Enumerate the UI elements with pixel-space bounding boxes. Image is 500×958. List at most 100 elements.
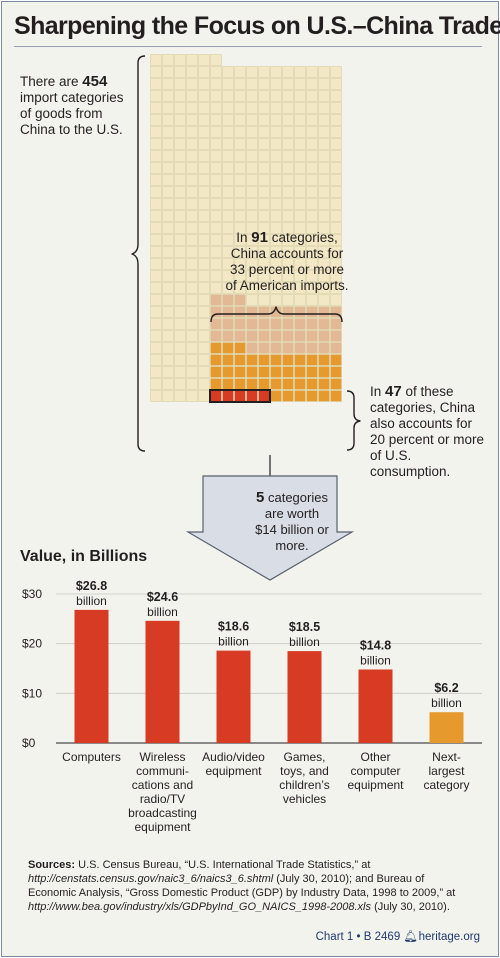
- grid-cell-20pct: [294, 366, 306, 378]
- grid-cell-20pct: [318, 390, 330, 402]
- grid-cell: [294, 198, 306, 210]
- grid-cell: [198, 342, 210, 354]
- site-name: heritage.org: [418, 931, 480, 943]
- grid-cell: [282, 186, 294, 198]
- grid-cell-20pct: [306, 390, 318, 402]
- grid-cell: [222, 90, 234, 102]
- grid-cell: [210, 246, 222, 258]
- grid-cell: [198, 210, 210, 222]
- grid-cell: [174, 246, 186, 258]
- grid-cell: [174, 198, 186, 210]
- grid-cell: [294, 222, 306, 234]
- grid-cell: [294, 246, 306, 258]
- grid-cell: [330, 210, 342, 222]
- grid-cell: [270, 66, 282, 78]
- grid-cell: [210, 102, 222, 114]
- grid-cell: [222, 198, 234, 210]
- grid-cell: [258, 198, 270, 210]
- grid-cell-33pct: [318, 306, 330, 318]
- grid-cell: [186, 342, 198, 354]
- grid-cell: [150, 198, 162, 210]
- grid-cell: [258, 78, 270, 90]
- grid-cell: [258, 270, 270, 282]
- grid-cell-20pct: [306, 354, 318, 366]
- grid-cell-20pct: [258, 366, 270, 378]
- grid-cell: [258, 246, 270, 258]
- grid-cell: [282, 162, 294, 174]
- grid-cell: [234, 90, 246, 102]
- grid-cell: [210, 150, 222, 162]
- source-url-census: http://censtats.census.gov/naic3_6/naics…: [28, 873, 274, 885]
- grid-cell: [162, 90, 174, 102]
- grid-cell: [150, 186, 162, 198]
- grid-cell: [282, 126, 294, 138]
- grid-cell-20pct: [270, 366, 282, 378]
- grid-cell-20pct: [282, 366, 294, 378]
- grid-cell-20pct: [246, 366, 258, 378]
- grid-cell: [330, 294, 342, 306]
- grid-cell-33pct: [294, 318, 306, 330]
- bar-unit-label: billion: [218, 635, 249, 649]
- grid-cell: [270, 186, 282, 198]
- grid-cell: [162, 366, 174, 378]
- grid-cell: [198, 366, 210, 378]
- grid-cell: [198, 54, 210, 66]
- grid-cell: [222, 258, 234, 270]
- grid-cell: [162, 210, 174, 222]
- grid-cell: [306, 258, 318, 270]
- grid-cell: [222, 186, 234, 198]
- grid-cell: [150, 114, 162, 126]
- grid-cell: [282, 270, 294, 282]
- grid-cell: [282, 114, 294, 126]
- grid-cell: [258, 66, 270, 78]
- grid-cell: [294, 270, 306, 282]
- grid-cell: [162, 150, 174, 162]
- bar-value-label: $6.2: [434, 681, 458, 695]
- grid-cell-20pct: [282, 390, 294, 402]
- grid-cell: [150, 306, 162, 318]
- grid-cell: [318, 222, 330, 234]
- grid-cell: [174, 282, 186, 294]
- grid-cell: [174, 54, 186, 66]
- grid-cell: [150, 126, 162, 138]
- grid-cell: [186, 306, 198, 318]
- grid-cell: [294, 294, 306, 306]
- liberty-bell-icon: 🔔︎: [403, 931, 419, 943]
- annotation-33-percent: In 91 categories, China accounts for 33 …: [225, 229, 349, 294]
- grid-cell: [294, 234, 306, 246]
- grid-cell: [186, 138, 198, 150]
- grid-cell: [246, 114, 258, 126]
- grid-cell-33pct: [246, 342, 258, 354]
- grid-cell: [162, 138, 174, 150]
- grid-cell: [234, 78, 246, 90]
- grid-cell-33pct: [294, 306, 306, 318]
- grid-cell: [234, 114, 246, 126]
- grid-cell: [234, 210, 246, 222]
- grid-cell: [174, 102, 186, 114]
- grid-cell: [270, 126, 282, 138]
- grid-cell: [246, 222, 258, 234]
- grid-cell: [174, 78, 186, 90]
- grid-cell: [306, 150, 318, 162]
- grid-cell: [330, 150, 342, 162]
- bar: [358, 669, 393, 743]
- grid-cell: [186, 66, 198, 78]
- grid-cell: [174, 258, 186, 270]
- grid-cell: [318, 138, 330, 150]
- grid-cell: [282, 150, 294, 162]
- grid-cell: [270, 270, 282, 282]
- grid-cell: [246, 210, 258, 222]
- grid-cell: [246, 234, 258, 246]
- grid-cell: [282, 210, 294, 222]
- grid-cell: [210, 282, 222, 294]
- grid-cell: [210, 54, 222, 66]
- y-tick-label: $10: [22, 686, 42, 700]
- y-tick-label: $30: [22, 587, 42, 601]
- grid-cell-20pct: [210, 354, 222, 366]
- bar-unit-label: billion: [76, 594, 107, 608]
- grid-cell: [270, 282, 282, 294]
- grid-cell: [150, 270, 162, 282]
- grid-cell: [210, 222, 222, 234]
- grid-cell-33pct: [306, 330, 318, 342]
